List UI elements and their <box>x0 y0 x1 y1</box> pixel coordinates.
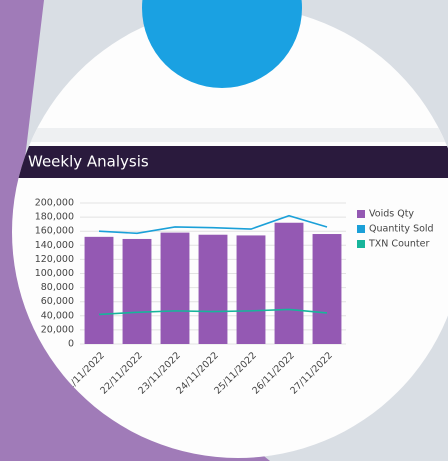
y-tick-label: 80,000 <box>41 282 74 293</box>
legend-label: Voids Qty <box>369 209 414 220</box>
legend-swatch <box>357 225 365 233</box>
y-tick-label: 0 <box>68 339 74 350</box>
bar <box>85 237 114 344</box>
y-tick-label: 60,000 <box>41 296 74 307</box>
y-tick-label: 20,000 <box>41 324 74 335</box>
y-tick-label: 200,000 <box>35 198 74 209</box>
y-tick-label: 40,000 <box>41 310 74 321</box>
y-tick-label: 120,000 <box>35 254 74 265</box>
legend-label: TXN Counter <box>368 239 429 250</box>
bar <box>161 233 190 344</box>
bar <box>123 239 152 344</box>
y-tick-label: 160,000 <box>35 226 74 237</box>
y-tick-label: 100,000 <box>35 268 74 279</box>
legend-swatch <box>357 240 365 248</box>
bar <box>275 223 304 344</box>
bar <box>313 234 342 344</box>
screenshot: Weekly Analysis 0 20,000 40,000 60,000 80,00… <box>0 0 448 461</box>
y-tick-label: 180,000 <box>35 212 74 223</box>
legend-label: Quantity Sold <box>369 224 434 235</box>
bar <box>199 235 228 344</box>
bar <box>237 235 266 344</box>
panel-top <box>0 128 448 142</box>
chart-title: Weekly Analysis <box>28 153 149 171</box>
y-tick-label: 140,000 <box>35 240 74 251</box>
legend-swatch <box>357 210 365 218</box>
